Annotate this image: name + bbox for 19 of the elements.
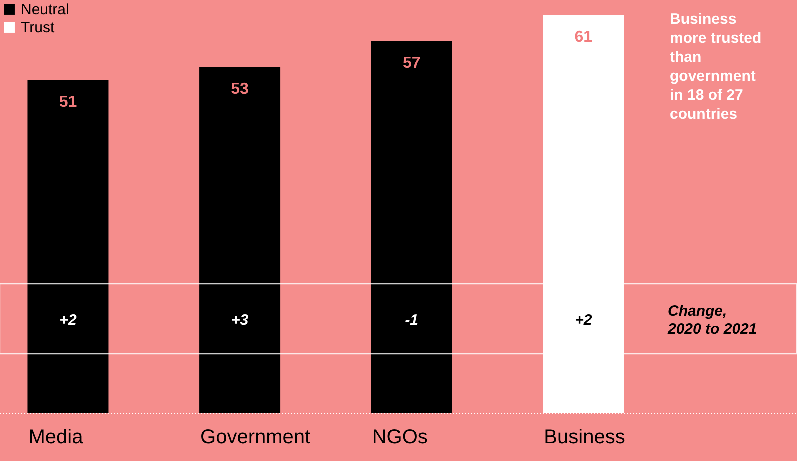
data-label: 51 — [59, 94, 78, 112]
x-tick-label: Business — [544, 426, 626, 448]
legend-label: Neutral — [21, 2, 70, 18]
x-tick-label: Government — [200, 426, 312, 448]
x-tick-label: NGOs — [372, 426, 428, 448]
annotation: +2 — [575, 312, 593, 329]
annotation: Business more trusted than government in 18 of 27 countries — [670, 11, 762, 123]
data-label: 61 — [574, 29, 593, 46]
legend-label: Trust — [21, 20, 56, 36]
annotation: +3 — [231, 312, 250, 329]
bar — [200, 67, 281, 413]
bar — [28, 80, 109, 413]
x-tick-label: Media — [28, 426, 84, 448]
annotation: +2 — [60, 312, 78, 329]
annotation: -1 — [405, 312, 419, 329]
data-label: 57 — [402, 55, 421, 72]
bar — [371, 41, 452, 413]
annotation: Change, 2020 to 2021 — [667, 303, 758, 338]
data-label: 53 — [231, 81, 250, 98]
